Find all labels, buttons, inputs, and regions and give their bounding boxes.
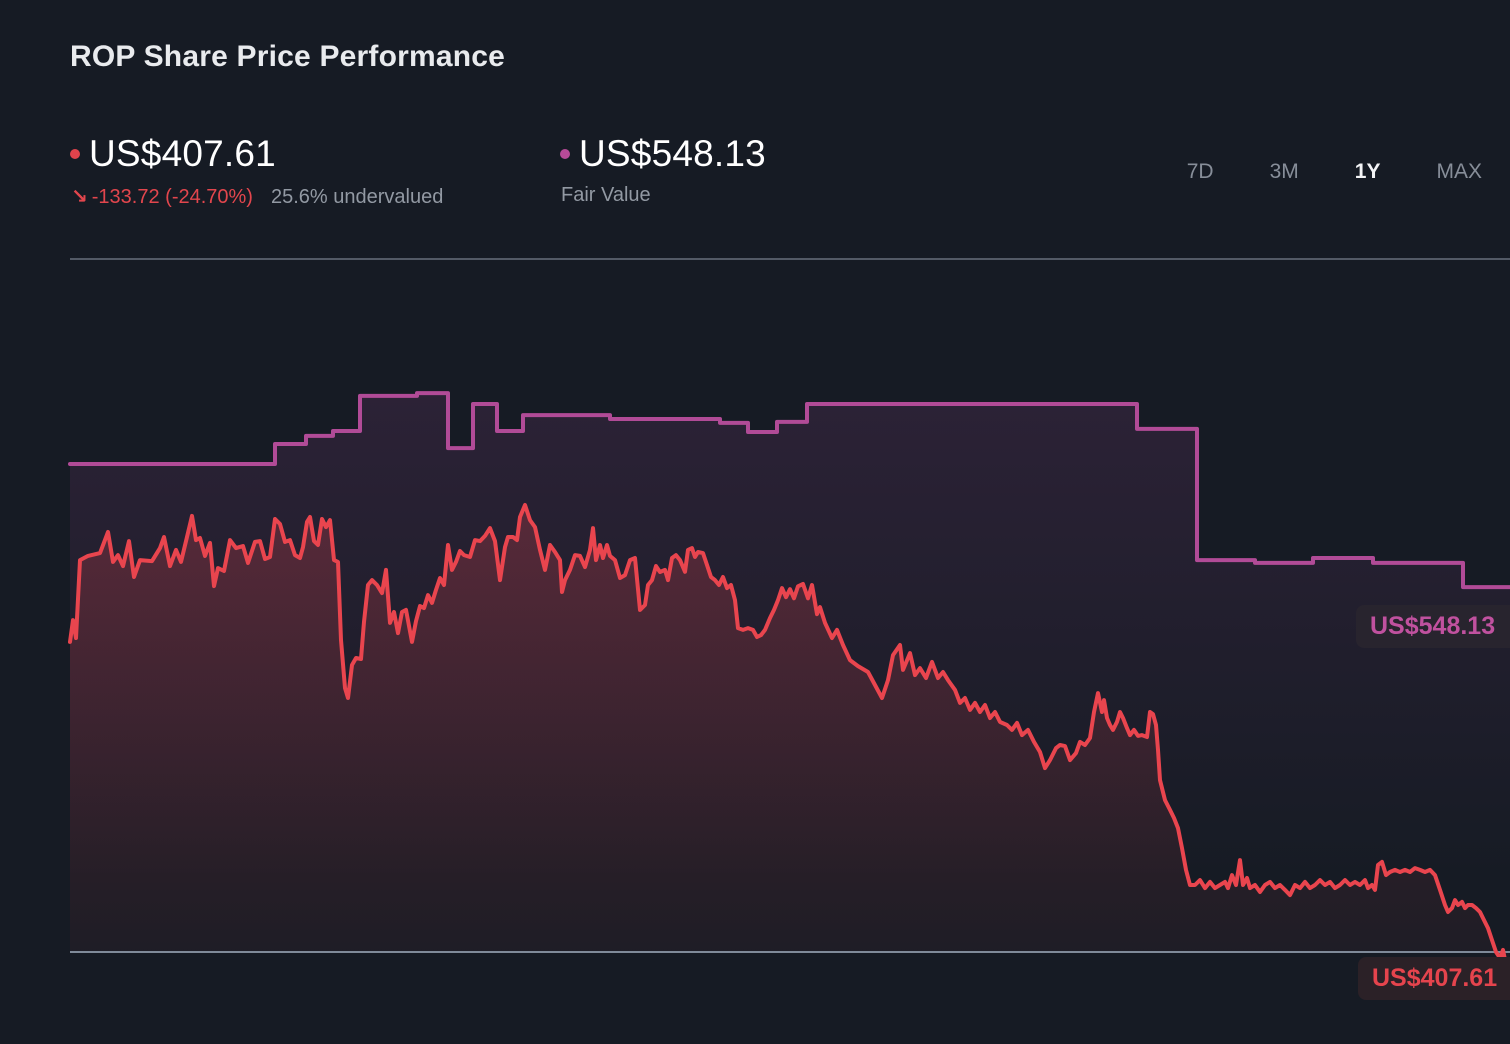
fair-value-label: Fair Value (561, 184, 651, 206)
page-title: ROP Share Price Performance (70, 40, 506, 73)
share-price-change: ↘ -133.72 (-24.70%) (71, 184, 253, 209)
range-1y[interactable]: 1Y (1354, 160, 1381, 183)
time-range-selector: 7D 3M 1Y MAX (1187, 157, 1482, 187)
share-price-badge: US$407.61 (1358, 957, 1510, 1000)
fair-value-block: US$548.13 Fair Value (560, 132, 766, 207)
fair-value-line (68, 391, 1510, 590)
share-price-change-value: -133.72 (-24.70%) (91, 186, 253, 208)
down-right-arrow-icon: ↘ (71, 186, 88, 208)
range-max[interactable]: MAX (1436, 160, 1482, 183)
fair-value-value: US$548.13 (579, 133, 766, 174)
share-price-area (70, 505, 1509, 968)
share-price-block: US$407.61 ↘ -133.72 (-24.70%) 25.6% under… (70, 132, 443, 209)
range-3m[interactable]: 3M (1269, 160, 1299, 183)
fair-value-badge: US$548.13 (1356, 605, 1510, 648)
valuation-status: 25.6% undervalued (270, 186, 444, 208)
range-7d[interactable]: 7D (1186, 160, 1214, 183)
share-price-value: US$407.61 (89, 133, 276, 174)
share-price-bullet-icon (70, 149, 80, 159)
share-price-line (68, 503, 1510, 970)
fair-value-bullet-icon (560, 149, 570, 159)
